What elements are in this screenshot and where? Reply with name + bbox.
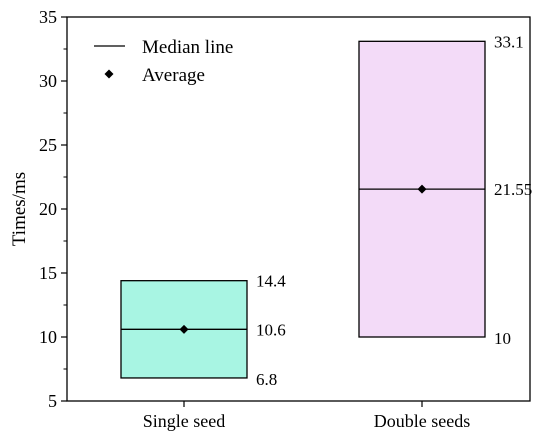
y-tick-label: 15 [39,263,57,283]
high-value-label: 33.1 [494,32,524,51]
legend-average-label: Average [142,65,205,86]
legend: Median line Average [94,37,233,86]
high-value-label: 14.4 [256,272,286,291]
y-tick-label: 35 [39,7,57,27]
median-value-label: 21.55 [494,180,532,199]
median-value-label: 10.6 [256,320,286,339]
boxes [120,40,486,379]
y-tick-label: 10 [39,327,57,347]
legend-median-line-label: Median line [142,37,233,58]
y-tick-label: 5 [48,391,57,411]
y-tick-label: 20 [39,199,57,219]
plot-frame [66,16,531,402]
x-tick-label: Single seed [143,411,226,431]
x-tick-label: Double seeds [374,411,470,431]
low-value-label: 10 [494,329,511,348]
low-value-label: 6.8 [256,370,277,389]
y-tick-label: 30 [39,71,57,91]
y-tick-label: 25 [39,135,57,155]
average-marker [417,184,427,194]
y-axis-label: Times/ms [9,172,30,246]
average-marker [179,324,189,334]
legend-average-symbol [104,69,114,79]
tick-labels: 5 10 15 20 25 30 35 Single seed 14.4 10.6 6.8 Doubl… [39,7,532,431]
